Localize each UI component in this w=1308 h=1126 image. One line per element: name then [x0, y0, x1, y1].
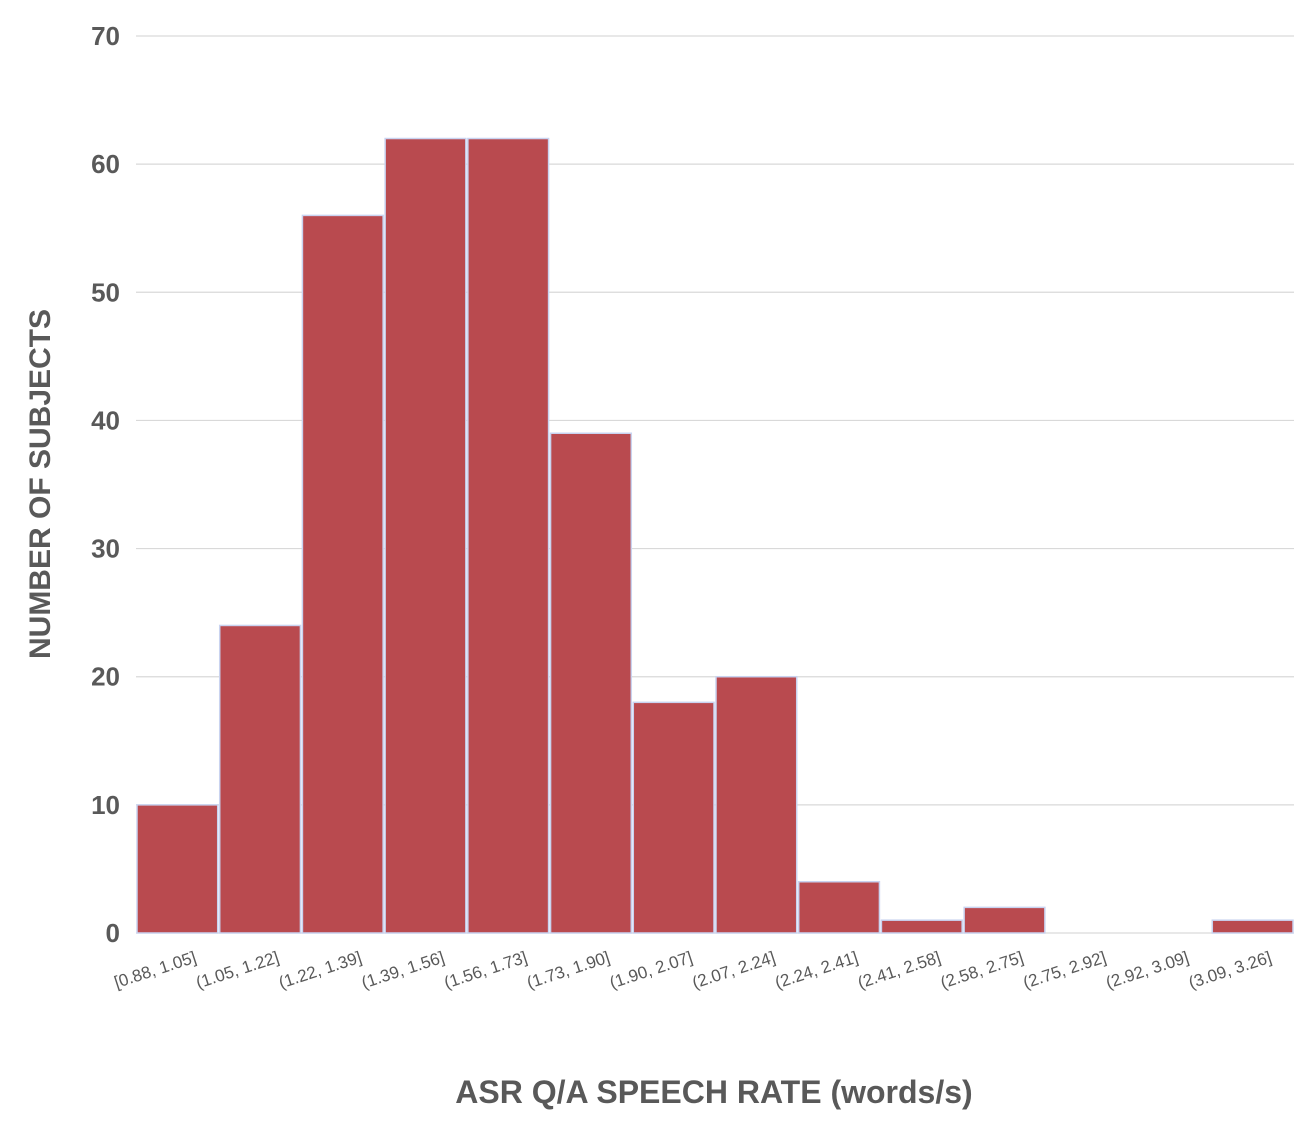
bar: [797, 880, 881, 934]
bar: [136, 804, 219, 934]
x-tick-label: (1.90, 2.07]: [607, 948, 695, 993]
y-tick-label: 10: [91, 790, 120, 820]
x-tick-label: (1.56, 1.73]: [442, 948, 530, 993]
x-tick-label: (2.75, 2.92]: [1021, 948, 1109, 993]
x-tick-label: (2.58, 2.75]: [938, 948, 1026, 993]
bar: [880, 919, 963, 934]
y-tick-label: 60: [91, 149, 120, 179]
x-tick-label: (2.41, 2.58]: [855, 948, 943, 993]
x-tick-label: (3.09, 3.26]: [1186, 948, 1274, 993]
bar: [549, 432, 633, 934]
x-axis-title: ASR Q/A SPEECH RATE (words/s): [455, 1074, 972, 1110]
bar: [632, 701, 715, 934]
bar: [301, 214, 384, 934]
bar: [467, 137, 550, 934]
bar: [1211, 919, 1294, 934]
y-tick-label: 0: [106, 918, 120, 948]
y-axis-title: NUMBER OF SUBJECTS: [24, 309, 57, 659]
x-tick-label: (1.05, 1.22]: [194, 948, 282, 993]
x-tick-label: [0.88, 1.05]: [112, 948, 199, 992]
y-tick-label: 70: [91, 21, 120, 51]
bar: [715, 675, 798, 934]
y-tick-labels: 0 10 20 30 40 50 60 70: [91, 21, 120, 948]
x-tick-label: (2.24, 2.41]: [773, 948, 861, 993]
x-tick-label: (2.92, 3.09]: [1103, 948, 1191, 993]
y-tick-label: 50: [91, 277, 120, 307]
x-tick-label: (1.39, 1.56]: [359, 948, 447, 993]
y-tick-label: 30: [91, 534, 120, 564]
x-tick-label: (1.73, 1.90]: [524, 948, 612, 993]
y-tick-label: 40: [91, 405, 120, 435]
x-tick-labels: [0.88, 1.05](1.05, 1.22](1.22, 1.39](1.3…: [112, 948, 1274, 993]
bar: [384, 137, 467, 934]
bars: [136, 137, 1294, 934]
y-tick-label: 20: [91, 662, 120, 692]
x-tick-label: (1.22, 1.39]: [276, 948, 364, 993]
bar: [218, 624, 302, 934]
x-tick-label: (2.07, 2.24]: [690, 948, 778, 993]
bar: [963, 906, 1046, 934]
